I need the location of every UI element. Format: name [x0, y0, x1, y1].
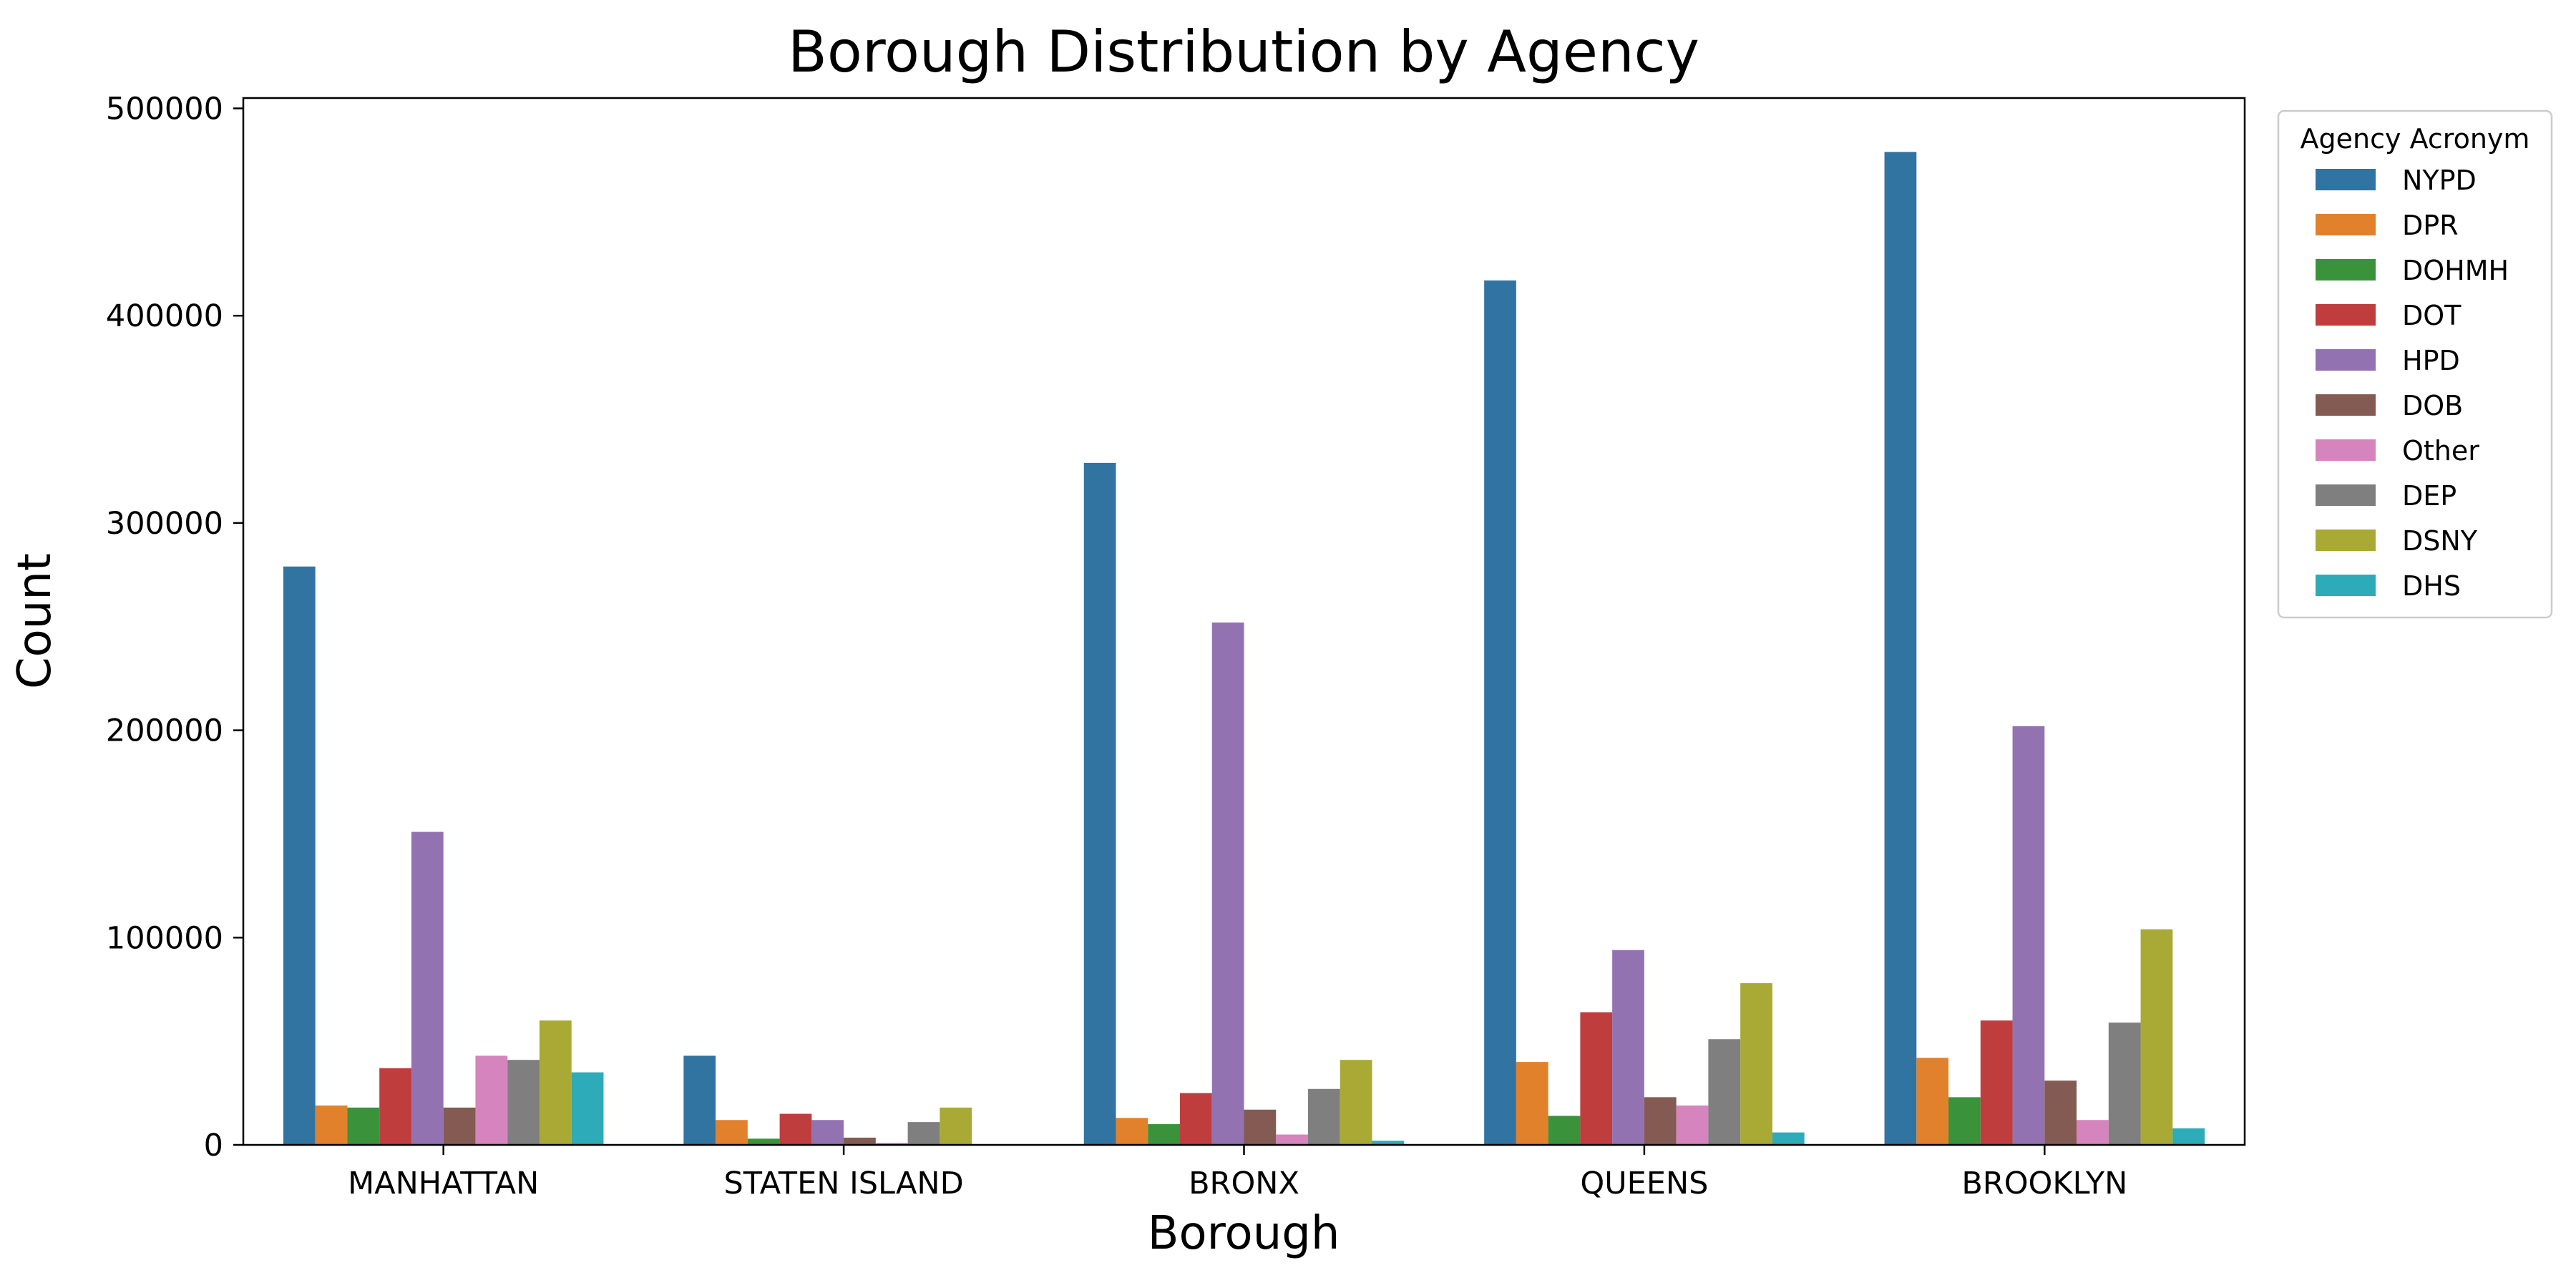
bar-dep-brooklyn [2108, 1023, 2141, 1145]
legend-swatch-dot [2316, 304, 2376, 326]
y-tick-label: 0 [204, 1128, 223, 1163]
legend-items: NYPD DPR DOHMH DOT HPD DOB Other DEP DSNY DHS [2316, 165, 2509, 602]
bar-dep-bronx [1308, 1088, 1340, 1145]
legend-label-dot: DOT [2402, 300, 2462, 331]
legend-swatch-dsny [2316, 530, 2376, 551]
legend-swatch-dhs [2316, 575, 2376, 596]
bar-dhs-manhattan [571, 1072, 604, 1145]
y-axis-label: Count [9, 553, 62, 689]
legend-swatch-dep [2316, 484, 2376, 506]
x-tick-label-queens: QUEENS [1580, 1166, 1708, 1201]
x-tick-label-manhattan: MANHATTAN [348, 1166, 539, 1201]
bar-dob-manhattan [443, 1107, 476, 1145]
x-tick-label-brooklyn: BROOKLYN [1961, 1166, 2127, 1201]
bar-other-manhattan [475, 1055, 508, 1145]
bar-dohmh-staten-island [747, 1138, 780, 1145]
bar-dpr-queens [1516, 1062, 1548, 1145]
bar-hpd-manhattan [411, 831, 444, 1145]
legend-swatch-nypd [2316, 169, 2376, 190]
bar-dob-brooklyn [2044, 1080, 2077, 1145]
chart-title: Borough Distribution by Agency [788, 19, 1699, 85]
bar-dhs-bronx [1372, 1141, 1405, 1145]
y-tick-label: 200000 [106, 713, 223, 749]
legend-label-dep: DEP [2402, 480, 2457, 512]
x-axis-label: Borough [1148, 1207, 1340, 1260]
legend-label-dpr: DPR [2402, 210, 2459, 241]
y-axis: 0 100000 200000 300000 400000 500000 [106, 91, 243, 1163]
bar-dhs-brooklyn [2172, 1128, 2205, 1145]
bar-nypd-staten-island [683, 1055, 716, 1145]
y-tick-label: 300000 [106, 506, 223, 542]
bar-dob-staten-island [844, 1137, 876, 1145]
bar-dsny-manhattan [539, 1020, 572, 1145]
bar-dot-queens [1580, 1012, 1613, 1145]
bar-dhs-queens [1772, 1132, 1805, 1145]
bar-hpd-staten-island [811, 1120, 844, 1145]
bar-dpr-brooklyn [1916, 1058, 1949, 1145]
bar-nypd-bronx [1083, 462, 1116, 1145]
legend-swatch-dpr [2316, 214, 2376, 235]
bar-other-queens [1676, 1105, 1709, 1145]
legend-label-nypd: NYPD [2402, 165, 2477, 196]
bar-hpd-queens [1612, 950, 1644, 1145]
bar-nypd-queens [1484, 280, 1516, 1145]
bar-dot-bronx [1179, 1093, 1212, 1145]
legend-swatch-dohmh [2316, 259, 2376, 280]
bar-other-bronx [1276, 1134, 1309, 1145]
y-tick-label: 500000 [106, 91, 223, 127]
legend-label-dsny: DSNY [2402, 525, 2478, 557]
bar-other-staten-island [875, 1143, 908, 1145]
bar-dep-queens [1708, 1039, 1741, 1145]
legend-label-dohmh: DOHMH [2402, 255, 2509, 286]
bar-dsny-brooklyn [2140, 929, 2173, 1145]
bars-group [283, 152, 2205, 1146]
bar-dsny-staten-island [940, 1107, 972, 1145]
bar-hpd-bronx [1211, 622, 1244, 1145]
bar-dsny-bronx [1340, 1060, 1372, 1145]
legend-label-dhs: DHS [2402, 570, 2461, 602]
legend-title: Agency Acronym [2301, 123, 2530, 155]
bar-dpr-staten-island [716, 1120, 748, 1145]
y-tick-label: 400000 [106, 298, 223, 334]
bar-other-brooklyn [2077, 1120, 2109, 1145]
plot-frame [242, 97, 2246, 1146]
bar-dohmh-brooklyn [1948, 1097, 1981, 1145]
bar-dsny-queens [1740, 983, 1772, 1145]
bar-dot-staten-island [779, 1113, 812, 1145]
legend: Agency Acronym NYPD DPR DOHMH DOT HPD DOB Othe… [2277, 109, 2553, 619]
y-tick-label: 100000 [106, 920, 223, 956]
bar-dep-staten-island [907, 1122, 940, 1145]
bar-dpr-bronx [1116, 1118, 1148, 1145]
bar-dpr-manhattan [315, 1105, 348, 1145]
legend-swatch-dob [2316, 394, 2376, 416]
legend-label-other: Other [2402, 435, 2479, 467]
x-tick-label-staten-island: STATEN ISLAND [724, 1166, 964, 1201]
legend-label-hpd: HPD [2402, 345, 2460, 376]
bar-dob-queens [1644, 1097, 1677, 1145]
legend-swatch-hpd [2316, 349, 2376, 371]
x-axis: MANHATTAN STATEN ISLAND BRONX QUEENS BROOKLY… [348, 1145, 2127, 1201]
bar-dohmh-queens [1548, 1116, 1581, 1145]
bar-nypd-brooklyn [1884, 152, 1917, 1146]
legend-swatch-other [2316, 439, 2376, 461]
bar-nypd-manhattan [283, 566, 316, 1145]
bar-dohmh-bronx [1148, 1124, 1180, 1145]
legend-label-dob: DOB [2402, 390, 2463, 421]
bar-dohmh-manhattan [347, 1107, 380, 1145]
x-tick-label-bronx: BRONX [1189, 1166, 1299, 1201]
bar-dot-brooklyn [1980, 1020, 2013, 1145]
bar-dep-manhattan [507, 1060, 540, 1145]
bar-dob-bronx [1244, 1109, 1277, 1145]
bar-dot-manhattan [379, 1068, 411, 1145]
bar-hpd-brooklyn [2012, 726, 2045, 1145]
